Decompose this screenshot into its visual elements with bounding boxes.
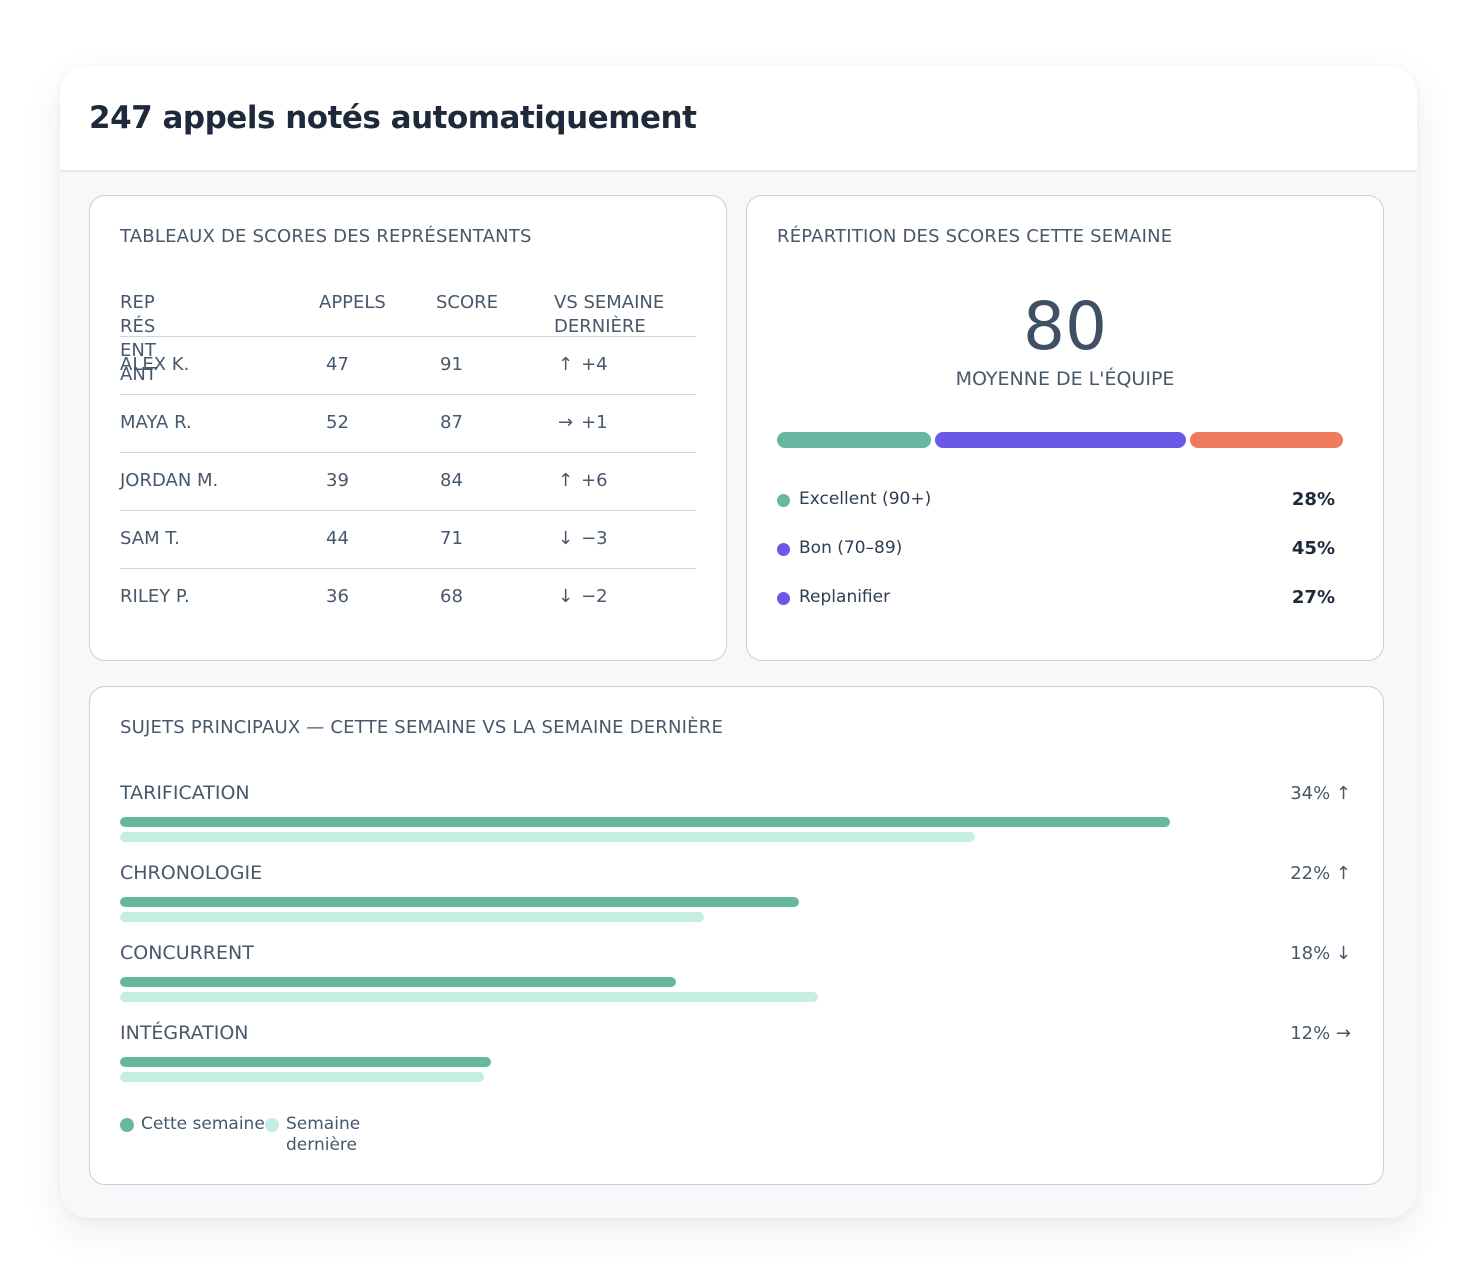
- topic-value: 18% ↓: [1290, 943, 1351, 964]
- rep-name: ALEX K.: [120, 354, 190, 375]
- score-distribution-panel: RÉPARTITION DES SCORES CETTE SEMAINE 80 …: [746, 195, 1384, 661]
- score-value: 91: [440, 354, 463, 375]
- legend-percent: 27%: [1291, 587, 1335, 608]
- topics-title: SUJETS PRINCIPAUX — CETTE SEMAINE VS LA …: [120, 717, 724, 738]
- column-header-rep: REP RÉS ENT ANT: [120, 292, 157, 385]
- dashboard-card: 247 appels notés automatiquement TABLEAU…: [60, 66, 1417, 1218]
- trend-arrow-icon: ↑: [558, 354, 574, 375]
- legend-label: Excellent (90+): [799, 489, 932, 509]
- score-value: 71: [440, 528, 463, 549]
- distribution-segment: [935, 432, 1186, 448]
- last-week-bar: [120, 992, 818, 1002]
- this-week-bar: [120, 817, 1170, 827]
- column-header-vs-last-week: VS SEMAINE DERNIÈRE: [554, 292, 665, 337]
- table-row: MAYA R. 52 87 → +1: [120, 394, 696, 453]
- team-average-label: MOYENNE DE L'ÉQUIPE: [955, 368, 1175, 390]
- this-week-bar: [120, 897, 799, 907]
- topic-name: TARIFICATION: [120, 782, 250, 804]
- delta-value: +6: [581, 470, 608, 491]
- last-week-bar: [120, 912, 704, 922]
- topic-value: 34% ↑: [1290, 783, 1351, 804]
- legend-dot: [777, 494, 790, 507]
- legend-percent: 45%: [1291, 538, 1335, 559]
- delta-value: −3: [581, 528, 608, 549]
- legend-dot: [777, 543, 790, 556]
- this-week-bar: [120, 1057, 491, 1067]
- distribution-legend-item: Bon (70–89) 45%: [777, 538, 1335, 562]
- topic-value: 22% ↑: [1290, 863, 1351, 884]
- week-delta: ↓ −3: [558, 528, 608, 549]
- card-header: 247 appels notés automatiquement: [60, 66, 1417, 172]
- calls-count: 44: [326, 528, 349, 549]
- distribution-legend-item: Replanifier 27%: [777, 587, 1335, 611]
- topic-name: CHRONOLOGIE: [120, 862, 263, 884]
- legend-last-week-dot: [265, 1118, 279, 1132]
- this-week-bar: [120, 977, 676, 987]
- week-delta: ↓ −2: [558, 586, 608, 607]
- legend-this-week-dot: [120, 1118, 134, 1132]
- page-title: 247 appels notés automatiquement: [89, 100, 697, 136]
- score-value: 68: [440, 586, 463, 607]
- table-row: JORDAN M. 39 84 ↑ +6: [120, 452, 696, 511]
- trend-arrow-icon: ↓: [558, 528, 574, 549]
- rep-name: SAM T.: [120, 528, 180, 549]
- score-value: 87: [440, 412, 463, 433]
- column-header-score: SCORE: [436, 292, 499, 313]
- table-row: SAM T. 44 71 ↓ −3: [120, 510, 696, 569]
- distribution-segment: [1190, 432, 1343, 448]
- delta-value: +1: [581, 412, 608, 433]
- topic-value: 12% →: [1290, 1023, 1351, 1044]
- legend-label: Replanifier: [799, 587, 891, 607]
- team-average-value: 80: [1023, 288, 1107, 365]
- delta-value: +4: [581, 354, 608, 375]
- calls-count: 52: [326, 412, 349, 433]
- rep-name: RILEY P.: [120, 586, 190, 607]
- score-value: 84: [440, 470, 463, 491]
- table-row: ALEX K. 47 91 ↑ +4: [120, 336, 696, 395]
- distribution-segment: [777, 432, 931, 448]
- trend-arrow-icon: →: [558, 412, 574, 433]
- column-header-calls: APPELS: [319, 292, 386, 313]
- legend-this-week-label: Cette semaine: [141, 1114, 265, 1134]
- week-delta: → +1: [558, 412, 608, 433]
- topic-name: INTÉGRATION: [120, 1022, 249, 1044]
- rep-name: JORDAN M.: [120, 470, 219, 491]
- last-week-bar: [120, 832, 975, 842]
- distribution-title: RÉPARTITION DES SCORES CETTE SEMAINE: [777, 226, 1173, 247]
- calls-count: 47: [326, 354, 349, 375]
- legend-dot: [777, 592, 790, 605]
- week-delta: ↑ +6: [558, 470, 608, 491]
- legend-last-week-label: Semaine dernière: [286, 1114, 361, 1155]
- leaderboard-title: TABLEAUX DE SCORES DES REPRÉSENTANTS: [120, 226, 532, 247]
- trend-arrow-icon: ↑: [558, 470, 574, 491]
- leaderboard-panel: TABLEAUX DE SCORES DES REPRÉSENTANTS REP…: [89, 195, 727, 661]
- rep-name: MAYA R.: [120, 412, 192, 433]
- calls-count: 36: [326, 586, 349, 607]
- table-row: RILEY P. 36 68 ↓ −2: [120, 568, 696, 627]
- week-delta: ↑ +4: [558, 354, 608, 375]
- trend-arrow-icon: ↓: [558, 586, 574, 607]
- legend-label: Bon (70–89): [799, 538, 903, 558]
- topic-name: CONCURRENT: [120, 942, 254, 964]
- calls-count: 39: [326, 470, 349, 491]
- last-week-bar: [120, 1072, 484, 1082]
- top-topics-panel: SUJETS PRINCIPAUX — CETTE SEMAINE VS LA …: [89, 686, 1384, 1185]
- distribution-legend-item: Excellent (90+) 28%: [777, 489, 1335, 513]
- legend-percent: 28%: [1291, 489, 1335, 510]
- delta-value: −2: [581, 586, 608, 607]
